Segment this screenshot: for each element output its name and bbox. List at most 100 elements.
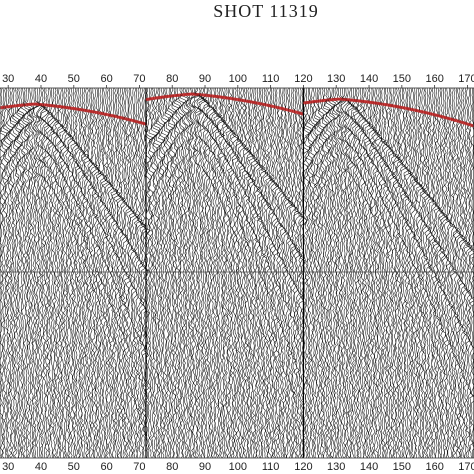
trace — [197, 87, 205, 459]
trace — [288, 87, 297, 459]
trace — [356, 87, 364, 459]
trace — [306, 87, 316, 459]
trace — [203, 87, 211, 459]
trace — [260, 87, 267, 459]
trace — [202, 87, 211, 459]
trace — [81, 87, 90, 459]
trace — [400, 87, 407, 459]
x-tick-label-bottom: 50 — [68, 461, 80, 473]
trace — [107, 87, 114, 459]
trace — [419, 87, 427, 459]
x-tick-label-top: 60 — [100, 73, 112, 85]
trace — [220, 87, 228, 459]
trace — [410, 87, 418, 459]
trace — [151, 87, 160, 459]
trace — [365, 87, 374, 459]
trace — [333, 87, 341, 459]
trace — [129, 88, 137, 459]
trace — [287, 87, 296, 459]
trace — [228, 87, 236, 459]
x-tick-label-top: 80 — [166, 73, 178, 85]
trace — [361, 87, 370, 459]
x-tick-label-top: 160 — [425, 73, 443, 85]
trace — [265, 87, 273, 459]
trace — [76, 87, 83, 459]
trace — [46, 87, 55, 459]
x-tick-label-bottom: 130 — [327, 461, 345, 473]
trace — [249, 87, 257, 459]
trace — [98, 87, 106, 459]
trace — [433, 87, 441, 459]
x-tick-label-bottom: 80 — [166, 461, 178, 473]
trace — [341, 87, 350, 459]
trace — [358, 87, 366, 459]
trace — [193, 87, 202, 459]
trace — [389, 87, 397, 459]
trace — [458, 87, 467, 459]
trace — [80, 88, 87, 459]
trace — [268, 87, 277, 459]
trace — [421, 87, 429, 459]
trace — [12, 87, 20, 459]
trace — [14, 87, 23, 459]
trace — [237, 87, 244, 459]
trace — [28, 87, 35, 459]
trace — [428, 87, 437, 459]
trace — [51, 87, 60, 459]
trace — [317, 87, 325, 459]
trace — [71, 87, 78, 459]
trace — [112, 87, 121, 459]
trace — [87, 87, 95, 459]
trace — [229, 87, 237, 459]
trace — [92, 87, 101, 459]
trace — [119, 87, 128, 459]
trace — [256, 88, 266, 459]
trace — [38, 87, 46, 459]
trace — [251, 87, 260, 459]
x-tick-label-bottom: 170 — [458, 461, 474, 473]
trace — [255, 87, 263, 459]
trace — [91, 87, 99, 459]
x-tick-label-top: 170 — [458, 73, 474, 85]
trace — [16, 87, 24, 459]
trace — [179, 87, 187, 459]
trace — [264, 87, 272, 459]
trace — [0, 87, 8, 459]
trace — [181, 87, 189, 459]
trace — [117, 87, 126, 459]
trace — [161, 87, 169, 459]
trace — [276, 87, 284, 459]
x-tick-label-top: 100 — [229, 73, 247, 85]
trace — [387, 87, 396, 458]
trace — [6, 87, 14, 459]
trace — [188, 87, 196, 459]
trace — [94, 87, 102, 459]
x-tick-label-top: 70 — [133, 73, 145, 85]
trace — [424, 87, 433, 459]
trace — [324, 87, 330, 459]
trace — [206, 87, 215, 459]
x-tick-label-top: 90 — [199, 73, 211, 85]
trace — [125, 88, 132, 459]
x-tick-label-bottom: 150 — [393, 461, 411, 473]
trace — [215, 88, 225, 459]
trace — [132, 87, 139, 459]
trace — [111, 87, 119, 459]
trace — [218, 87, 227, 459]
trace — [350, 87, 360, 459]
trace — [235, 87, 242, 459]
trace — [446, 87, 453, 459]
trace — [413, 87, 423, 459]
trace — [327, 87, 336, 459]
trace — [139, 87, 147, 459]
trace — [186, 87, 194, 459]
trace — [335, 87, 342, 459]
trace — [269, 87, 279, 459]
trace — [73, 87, 80, 459]
trace — [148, 87, 157, 459]
trace — [443, 87, 451, 459]
trace — [101, 87, 109, 459]
trace — [296, 87, 304, 459]
trace — [32, 87, 41, 459]
trace — [211, 87, 220, 459]
